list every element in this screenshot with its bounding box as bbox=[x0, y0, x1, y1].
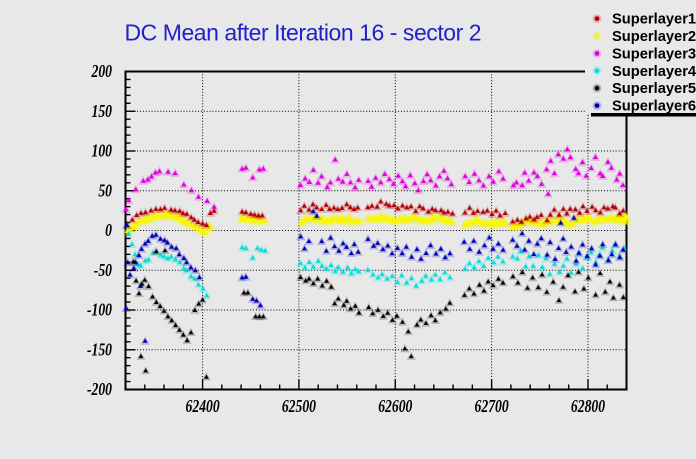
svg-text:62800: 62800 bbox=[571, 397, 605, 416]
svg-text:0: 0 bbox=[105, 221, 112, 240]
svg-text:200: 200 bbox=[91, 62, 112, 81]
svg-text:Superlayer1: Superlayer1 bbox=[612, 12, 696, 28]
svg-text:Superlayer5: Superlayer5 bbox=[612, 81, 696, 97]
svg-text:Superlayer3: Superlayer3 bbox=[612, 46, 696, 62]
svg-text:-150: -150 bbox=[87, 341, 112, 360]
svg-text:100: 100 bbox=[92, 142, 113, 161]
svg-text:62400: 62400 bbox=[186, 397, 220, 416]
svg-text:Superlayer6: Superlayer6 bbox=[612, 99, 696, 115]
svg-text:-200: -200 bbox=[87, 380, 112, 399]
svg-text:62600: 62600 bbox=[378, 397, 412, 416]
svg-text:-50: -50 bbox=[94, 261, 112, 280]
svg-text:62700: 62700 bbox=[475, 397, 509, 416]
svg-text:-100: -100 bbox=[87, 301, 112, 320]
svg-text:Superlayer2: Superlayer2 bbox=[612, 29, 696, 45]
svg-text:150: 150 bbox=[92, 102, 113, 121]
svg-text:Superlayer4: Superlayer4 bbox=[612, 64, 696, 80]
svg-text:50: 50 bbox=[98, 182, 112, 201]
svg-text:62500: 62500 bbox=[282, 397, 316, 416]
svg-text:DC Mean after Iteration 16 - s: DC Mean after Iteration 16 - sector 2 bbox=[125, 20, 482, 46]
